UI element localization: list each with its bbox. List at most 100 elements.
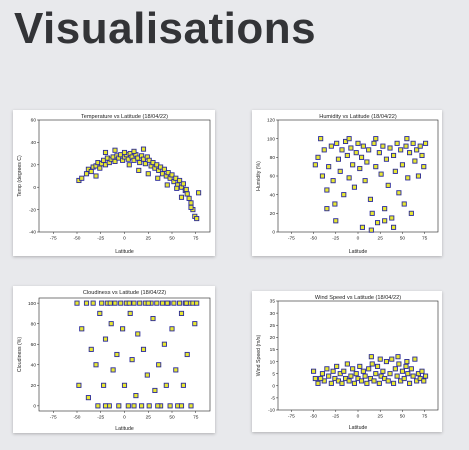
data-point: [419, 368, 425, 374]
data-point: [194, 216, 200, 222]
x-tick-label: 75: [422, 414, 428, 420]
data-point: [385, 378, 391, 384]
data-point: [169, 172, 175, 178]
data-point: [125, 403, 131, 409]
data-point: [137, 160, 143, 166]
y-tick-label: 20: [31, 383, 37, 389]
data-point: [404, 136, 410, 142]
data-point: [131, 403, 137, 409]
data-point: [376, 150, 382, 156]
wind-speed-chart: Wind Speed vs Latitude (18/04/22) -75 -50-…: [252, 291, 442, 432]
data-point: [167, 403, 173, 409]
x-tick-label: -50: [74, 415, 81, 421]
data-point: [346, 175, 352, 181]
data-point: [359, 378, 365, 384]
data-point: [396, 361, 402, 367]
data-point: [186, 195, 192, 201]
data-point: [311, 368, 317, 374]
data-point: [126, 300, 132, 306]
y-tick-label: 0: [272, 383, 275, 389]
data-point: [404, 359, 410, 365]
data-point: [380, 143, 386, 149]
data-point: [95, 403, 101, 409]
data-point: [353, 150, 359, 156]
chart-svg: Temperature vs Latitude (18/04/22) -75 -50…: [17, 114, 211, 255]
x-tick-label: 25: [146, 415, 152, 421]
cloudiness-chart: Cloudiness vs Latitude (18/04/22) -75 -50 -…: [13, 286, 215, 433]
data-point: [155, 403, 161, 409]
data-point: [140, 346, 147, 352]
data-point: [382, 206, 388, 212]
chart-svg: Wind Speed vs Latitude (18/04/22)-75 -50-…: [256, 295, 439, 431]
data-point: [376, 380, 382, 386]
data-point: [339, 380, 345, 386]
data-point: [334, 140, 340, 146]
data-point: [129, 357, 135, 363]
data-point: [102, 149, 109, 156]
data-point: [421, 378, 427, 384]
data-point: [88, 168, 94, 175]
data-point: [344, 152, 350, 159]
data-point: [131, 300, 137, 306]
chart-title: Humidity vs Latitude (18/04/22): [319, 114, 397, 120]
data-point: [99, 300, 105, 306]
y-tick-label: 60: [270, 174, 276, 180]
x-tick-label: -25: [332, 414, 339, 420]
data-point: [159, 300, 166, 306]
data-point: [362, 178, 368, 184]
page-title: Visualisations: [14, 4, 317, 53]
data-point: [405, 371, 411, 377]
data-point: [367, 196, 373, 202]
data-point: [177, 300, 183, 306]
data-point: [324, 187, 330, 193]
y-tick-label: 80: [31, 321, 37, 327]
data-point: [101, 382, 107, 388]
data-point: [140, 146, 147, 152]
y-tick-label: 40: [31, 140, 37, 146]
data-point: [318, 136, 324, 142]
data-point: [184, 351, 190, 358]
data-point: [145, 300, 151, 306]
x-tick-label: -75: [50, 415, 57, 421]
data-point: [353, 371, 359, 377]
data-point: [407, 380, 413, 386]
y-axis-label: Cloudiness (%): [17, 337, 23, 372]
data-point: [364, 159, 370, 165]
data-point: [391, 224, 397, 230]
temperature-chart: Temperature vs Latitude (18/04/22) -75 -50…: [13, 110, 215, 256]
data-point: [142, 161, 148, 167]
y-tick-label: 80: [270, 155, 276, 161]
y-tick-label: -40: [29, 230, 36, 236]
data-point: [169, 326, 175, 332]
data-point: [408, 210, 414, 216]
x-axis-label: Latitude: [349, 425, 368, 431]
y-tick-label: -10: [268, 408, 275, 414]
data-point: [155, 175, 161, 181]
data-point: [366, 147, 372, 153]
data-point: [135, 331, 141, 337]
data-point: [192, 321, 198, 327]
data-point: [423, 140, 429, 146]
data-point: [398, 147, 404, 153]
y-tick-label: 30: [270, 311, 276, 317]
data-point: [152, 387, 158, 394]
data-point: [419, 152, 425, 159]
data-point: [385, 182, 391, 188]
data-point: [412, 158, 418, 164]
data-point: [387, 145, 393, 151]
data-point: [177, 177, 183, 184]
data-point: [351, 380, 357, 386]
data-point: [394, 373, 400, 379]
data-point: [79, 326, 85, 332]
data-point: [178, 310, 185, 316]
data-point: [146, 403, 152, 409]
x-axis-label: Latitude: [349, 249, 368, 255]
data-point: [90, 300, 96, 306]
data-point: [373, 136, 379, 142]
x-axis-label: Latitude: [115, 249, 134, 255]
y-tick-label: 15: [270, 347, 276, 353]
y-axis-label: Temp (degrees C): [17, 155, 23, 197]
data-point: [312, 162, 318, 168]
y-tick-label: 20: [31, 163, 37, 169]
data-point: [107, 300, 113, 306]
